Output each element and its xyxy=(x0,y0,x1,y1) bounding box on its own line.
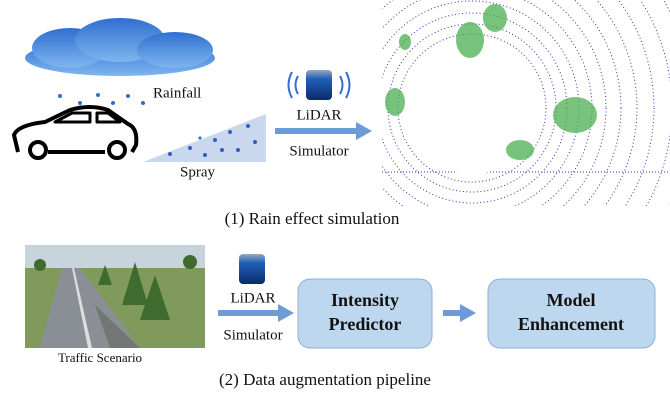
diagram: Rainfall Spray LiDAR Simulator xyxy=(0,0,670,394)
rain-drops xyxy=(58,93,145,105)
rain-cloud xyxy=(25,18,215,76)
box-label: Model xyxy=(547,290,596,310)
caption: (2) Data augmentation pipeline xyxy=(219,370,431,389)
lidar-icon xyxy=(289,70,350,100)
lidar-icon xyxy=(239,254,265,284)
car-icon xyxy=(14,107,136,158)
traffic-scenario-image xyxy=(25,245,205,348)
scene-label: Traffic Scenario xyxy=(58,350,142,365)
box-label: Predictor xyxy=(329,314,402,334)
lidar-label: LiDAR xyxy=(231,290,276,306)
simulator-label: Simulator xyxy=(223,327,282,343)
rainfall-label: Rainfall xyxy=(153,85,201,101)
caption: (1) Rain effect simulation xyxy=(225,209,400,228)
box-label: Enhancement xyxy=(518,314,624,334)
simulator-label: Simulator xyxy=(289,143,348,159)
spray-label: Spray xyxy=(180,164,215,180)
box-label: Intensity xyxy=(331,290,399,310)
arrow xyxy=(275,122,372,140)
arrow xyxy=(443,304,476,322)
lidar-label: LiDAR xyxy=(297,107,342,123)
arrow xyxy=(218,304,294,322)
